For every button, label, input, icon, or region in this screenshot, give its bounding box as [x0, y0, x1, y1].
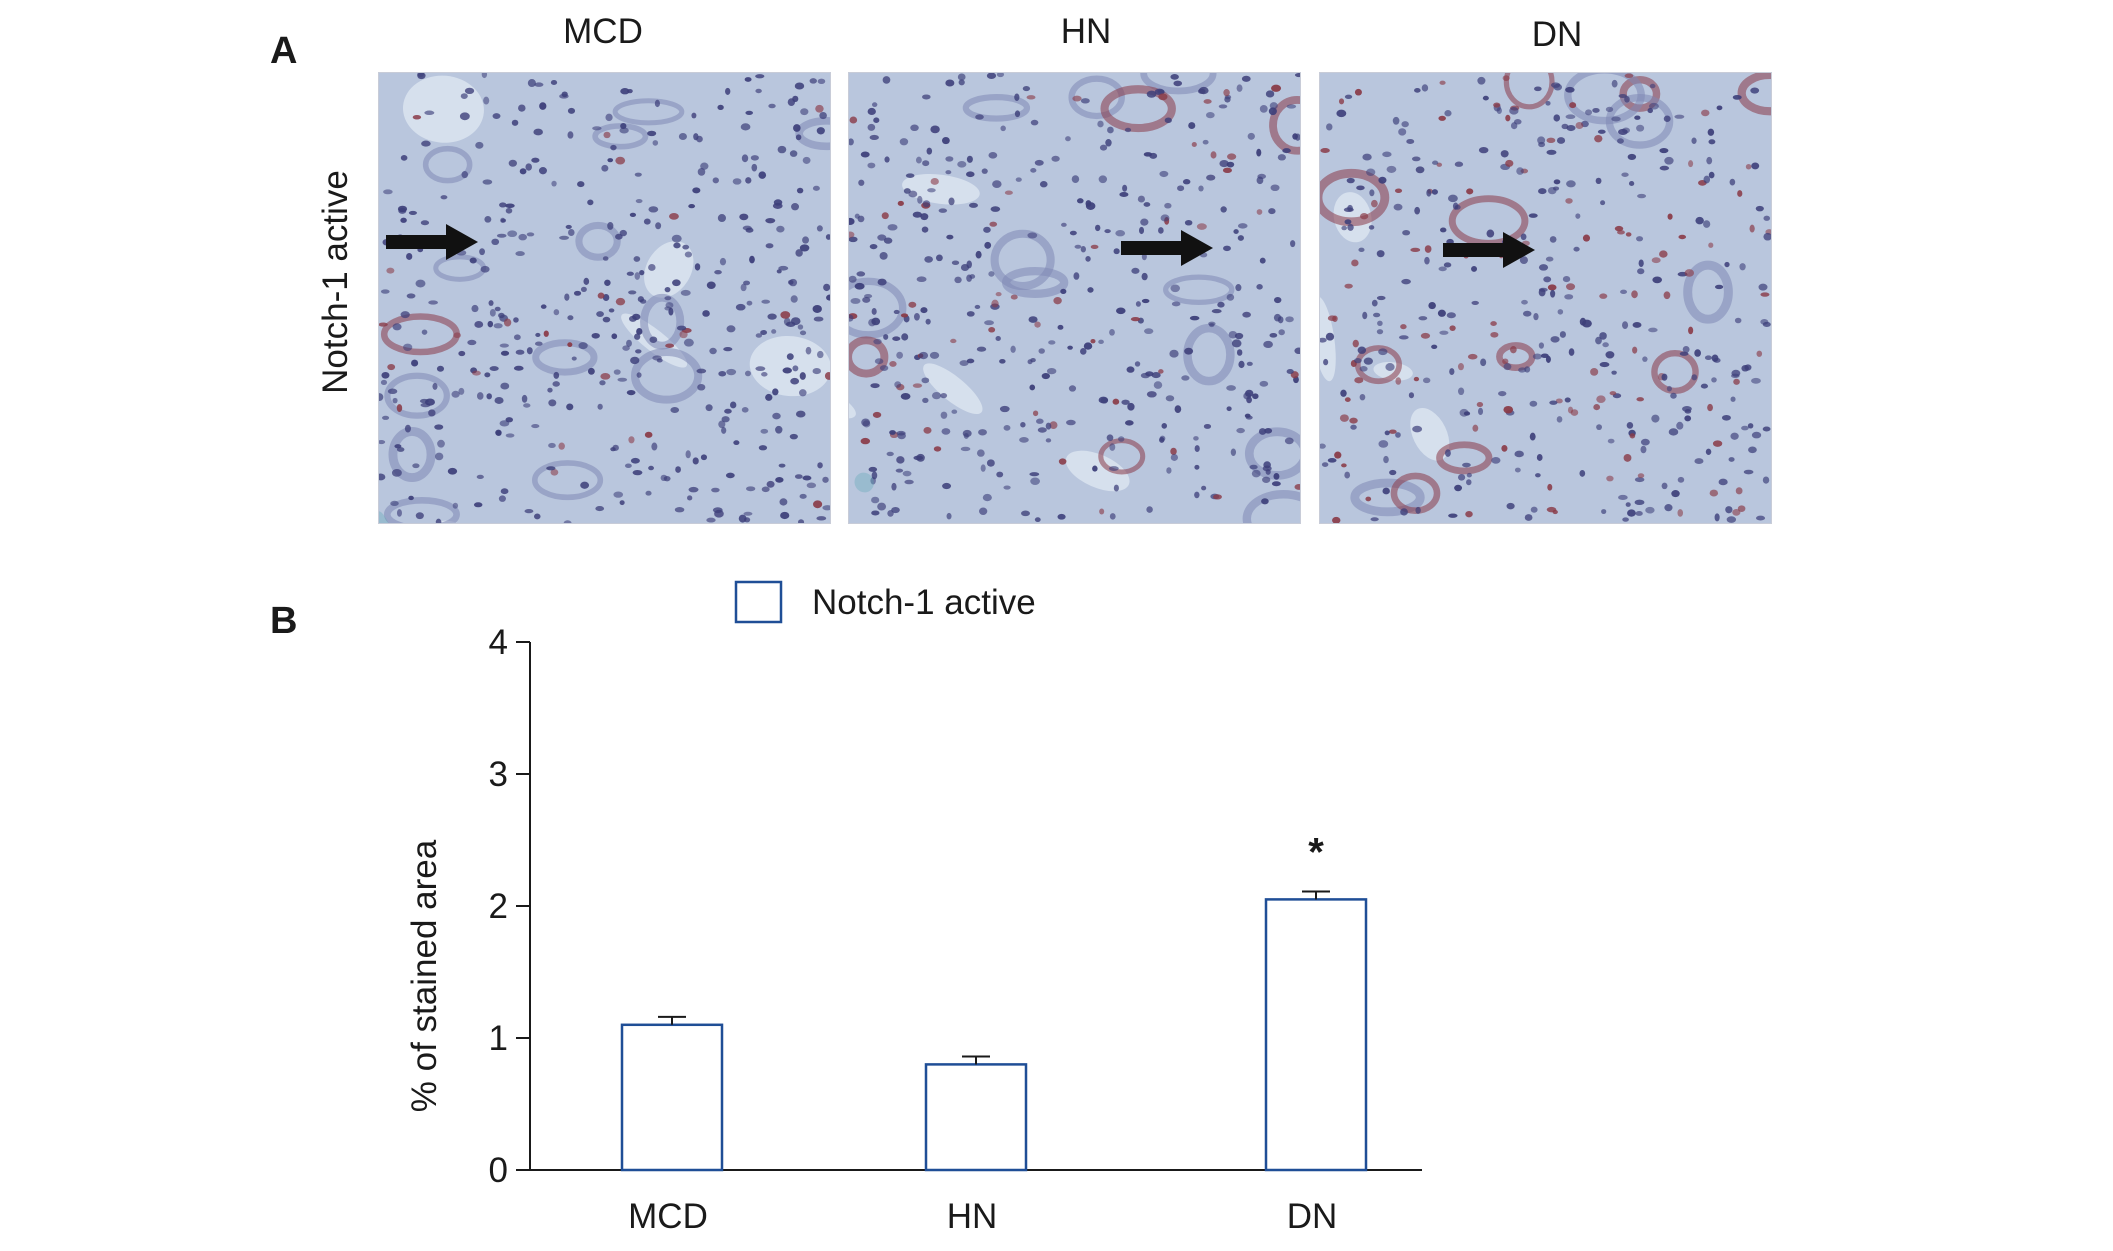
micrograph-mcd: [378, 72, 831, 524]
x-tick-label-hn: HN: [947, 1197, 998, 1236]
legend-label: Notch-1 active: [812, 583, 1036, 622]
tissue-image-hn: [849, 73, 1300, 523]
micrograph-dn: [1319, 72, 1772, 524]
x-tick-label-mcd: MCD: [628, 1197, 708, 1236]
panel-b-letter: B: [270, 600, 298, 642]
column-title-mcd: MCD: [563, 12, 643, 51]
y-tick-label: 0: [489, 1151, 508, 1190]
tissue-image-dn: [1320, 73, 1771, 523]
arrow-hn-icon: [1121, 230, 1213, 266]
x-tick-label-dn: DN: [1287, 1197, 1338, 1236]
y-tick-label: 3: [489, 755, 508, 794]
column-title-hn: HN: [1060, 12, 1112, 51]
y-tick-label: 2: [489, 887, 508, 926]
bar-dn: [1264, 898, 1368, 1172]
bar-hn: [924, 1063, 1028, 1172]
y-tick-label: 4: [489, 623, 508, 662]
tissue-image-mcd: [379, 73, 830, 523]
arrow-mcd-icon: [386, 224, 478, 260]
y-axis-label: % of stained area: [405, 839, 444, 1112]
column-title-dn: DN: [1531, 15, 1583, 54]
arrow-dn-icon: [1443, 232, 1535, 268]
significance-annotation: *: [1308, 830, 1324, 874]
bar-mcd: [620, 1023, 724, 1172]
panel-a-letter: A: [270, 30, 298, 72]
legend-swatch: [734, 580, 783, 624]
micrograph-hn: [848, 72, 1301, 524]
y-tick-label: 1: [489, 1019, 508, 1058]
